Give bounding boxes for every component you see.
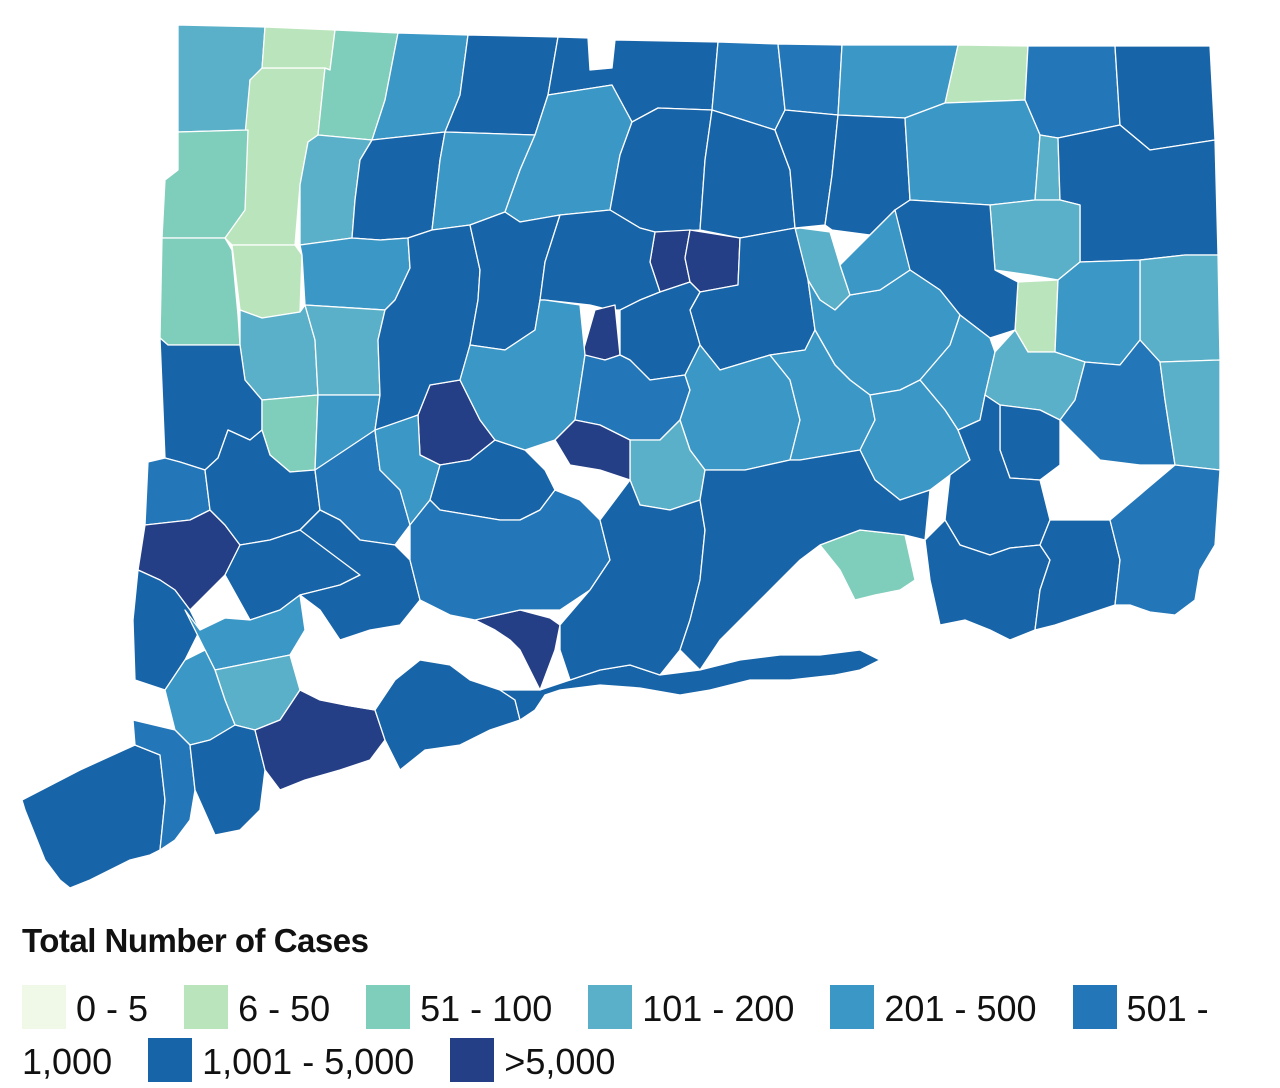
town-c-17 <box>581 304 621 361</box>
town-c-9 <box>684 229 741 293</box>
legend: 0 - 5 6 - 50 51 - 100 101 - 200 201 - 50… <box>22 982 1242 1088</box>
legend-item: 6 - 50 <box>184 985 331 1029</box>
legend-item: 1,001 - 5,000 <box>148 1038 415 1082</box>
town-c-21 <box>839 209 911 296</box>
legend-item: >5,000 <box>450 1038 616 1082</box>
town-n-7 <box>777 43 843 116</box>
town-fc-2 <box>474 609 561 691</box>
legend-title: Total Number of Cases <box>22 922 369 959</box>
legend-swatch <box>184 985 229 1029</box>
town-se-3 <box>1034 519 1121 631</box>
legend-label: 101 - 200 <box>642 988 795 1029</box>
town-fc-4 <box>554 419 631 481</box>
town-e-10 <box>1059 339 1176 466</box>
legend-label: 201 - 500 <box>884 988 1037 1029</box>
town-fc-6 <box>679 449 931 671</box>
town-c-12 <box>1034 134 1061 201</box>
town-ne-1 <box>944 44 1029 104</box>
town-sw-8 <box>21 744 166 889</box>
town-e-9 <box>999 404 1061 481</box>
town-e-6 <box>1054 259 1141 366</box>
town-fc-5 <box>559 479 706 681</box>
town-w-2 <box>231 244 303 319</box>
legend-label: 0 - 5 <box>76 988 149 1029</box>
legend-label: >5,000 <box>504 1041 616 1082</box>
legend-item: 51 - 100 <box>366 985 553 1029</box>
legend-label: 1,001 - 5,000 <box>202 1041 415 1082</box>
town-ne-3 <box>1024 45 1121 139</box>
town-w-1 <box>159 237 241 346</box>
connecticut-choropleth-map <box>21 24 1221 889</box>
legend-item: 0 - 5 <box>22 985 149 1029</box>
town-n-1 <box>261 26 336 71</box>
town-fc-1 <box>299 509 421 641</box>
legend-label: 51 - 100 <box>420 988 553 1029</box>
legend-swatch <box>450 1038 495 1082</box>
legend-swatch <box>22 985 66 1029</box>
legend-swatch <box>366 985 411 1029</box>
legend-item: 101 - 200 <box>588 985 795 1029</box>
town-s-12 <box>189 724 266 836</box>
town-e-1 <box>1057 124 1219 263</box>
town-s-10 <box>819 529 916 601</box>
town-w-6 <box>304 304 386 396</box>
legend-swatch <box>588 985 633 1029</box>
legend-item: 201 - 500 <box>830 985 1037 1029</box>
legend-item: 501 - 1,000 <box>22 985 1209 1082</box>
town-sw-9 <box>132 719 196 851</box>
town-c-11 <box>904 99 1041 206</box>
town-e-5 <box>1139 254 1221 363</box>
town-e-2 <box>989 199 1081 281</box>
town-nw-3 <box>161 129 249 239</box>
legend-swatch <box>830 985 875 1029</box>
legend-swatch <box>1072 985 1117 1029</box>
town-w-4 <box>239 304 319 401</box>
town-sw-3 <box>132 569 201 691</box>
town-se-4 <box>1109 464 1221 616</box>
legend-label: 6 - 50 <box>238 988 331 1029</box>
legend-swatch <box>148 1038 193 1082</box>
legend-label: 501 - 1,000 <box>22 988 1209 1082</box>
town-c-4 <box>299 237 411 311</box>
